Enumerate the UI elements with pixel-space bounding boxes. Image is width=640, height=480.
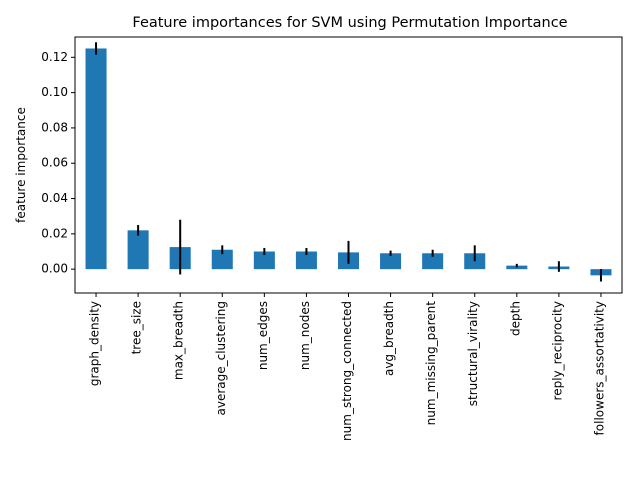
x-tick-label: max_breadth	[172, 301, 186, 380]
y-tick-label: 0.02	[41, 226, 68, 240]
y-tick-label: 0.06	[41, 156, 68, 170]
y-tick-label: 0.00	[41, 262, 68, 276]
bar-graph_density	[85, 48, 107, 270]
x-tick-label: followers_assortativity	[592, 301, 606, 435]
x-tick-label: num_strong_connected	[340, 301, 354, 441]
x-tick-label: graph_density	[88, 301, 102, 386]
chart-title: Feature importances for SVM using Permut…	[132, 15, 567, 31]
y-axis: 0.00 0.02 0.04 0.06 0.08 0.10 0.12	[41, 50, 75, 276]
plot-frame	[74, 36, 623, 294]
bar-average_clustering	[211, 249, 233, 270]
y-tick-label: 0.10	[41, 85, 68, 99]
x-tick-label: average_clustering	[214, 301, 228, 416]
bar-depth	[506, 265, 528, 270]
error-bars-group	[95, 42, 602, 282]
x-tick-label: depth	[508, 301, 522, 336]
x-tick-label: num_edges	[256, 301, 270, 370]
x-tick-label: num_missing_parent	[424, 301, 438, 426]
x-axis: graph_density tree_size max_breadth average…	[88, 293, 606, 441]
bar-avg_breadth	[380, 253, 402, 270]
x-tick-label: avg_breadth	[382, 301, 396, 376]
y-tick-label: 0.04	[41, 191, 68, 205]
bar-num_edges	[253, 251, 275, 270]
x-tick-label: tree_size	[130, 301, 144, 354]
y-axis-label: feature importance	[14, 107, 28, 223]
x-tick-label: num_nodes	[298, 301, 312, 370]
x-tick-label: reply_reciprocity	[550, 301, 564, 400]
y-tick-label: 0.12	[41, 50, 68, 64]
x-tick-label: structural_virality	[466, 301, 480, 406]
bar-num_nodes	[295, 251, 317, 270]
y-tick-label: 0.08	[41, 120, 68, 134]
bar-num_missing_parent	[422, 253, 444, 270]
bar-tree_size	[127, 230, 149, 270]
